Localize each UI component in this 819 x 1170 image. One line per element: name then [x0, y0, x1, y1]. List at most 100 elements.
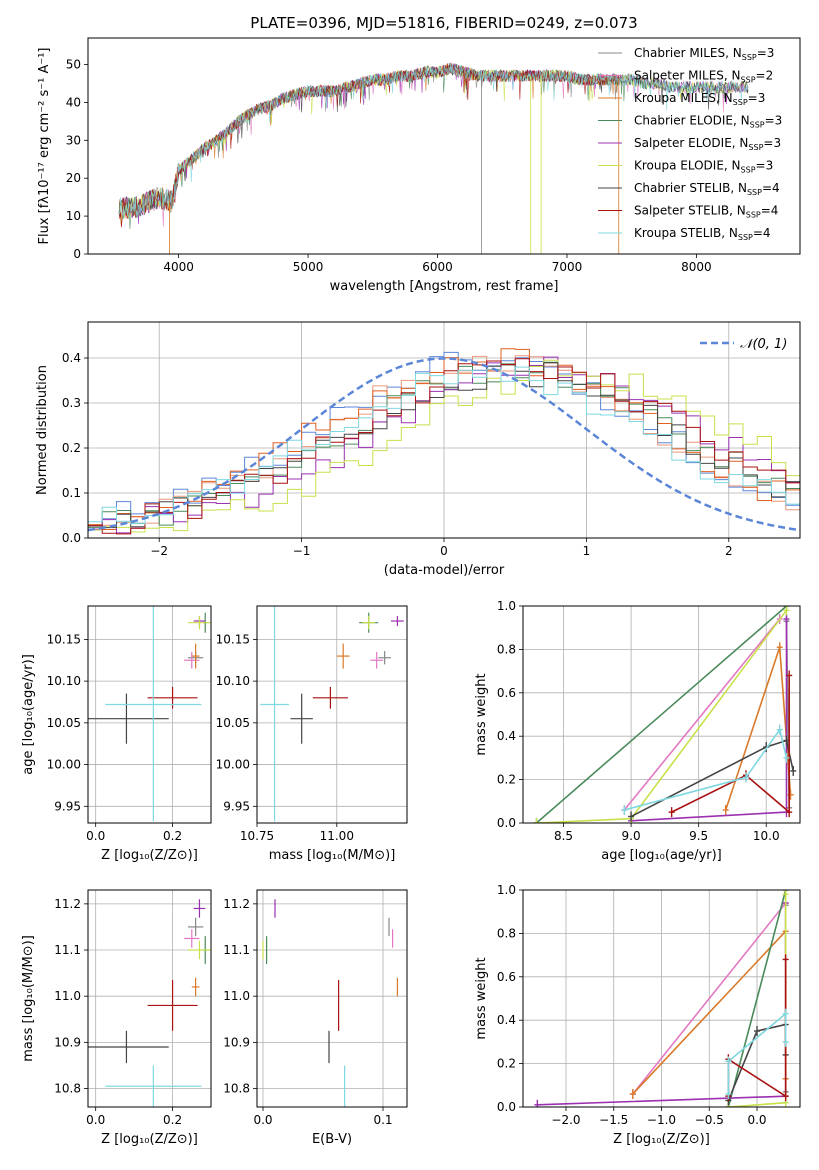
x-axis-label: Z [log₁₀(Z/Z⊙)]	[613, 1132, 710, 1147]
x-tick-label: 9.0	[622, 829, 641, 843]
x-tick-label: 0	[440, 544, 448, 558]
x-tick-label: 4000	[163, 260, 194, 274]
legend-label: Salpeter ELODIE, NSSP=3	[634, 136, 781, 152]
y-tick-label: 30	[66, 133, 81, 147]
x-tick-label: 0.0	[86, 1113, 105, 1127]
y-tick-label: 0.2	[62, 441, 81, 455]
weight-line	[624, 727, 788, 811]
x-tick-label: −2	[150, 544, 168, 558]
y-tick-label: 50	[66, 58, 81, 72]
y-tick-label: 9.95	[223, 799, 250, 813]
x-tick-label: −1	[293, 544, 311, 558]
y-tick-label: 0.6	[497, 686, 516, 700]
x-tick-label: 11.00	[320, 829, 354, 843]
histogram-series	[88, 348, 800, 530]
y-tick-label: 10.15	[47, 632, 81, 646]
weight-line	[727, 1011, 787, 1094]
y-tick-label: 0.4	[497, 729, 516, 743]
y-tick-label: 11.0	[54, 989, 81, 1003]
figure-title: PLATE=0396, MJD=51816, FIBERID=0249, z=0…	[250, 14, 637, 32]
y-tick-label: 9.95	[54, 799, 81, 813]
y-axis-label: Flux [fλ10⁻¹⁷ erg cm⁻² s⁻¹ A⁻¹]	[37, 48, 52, 245]
plot-frame	[87, 605, 212, 824]
histogram-series	[88, 362, 800, 529]
y-tick-label: 0.0	[497, 816, 516, 830]
y-axis-label: Normed distribution	[35, 365, 50, 495]
y-axis-label: age [log₁₀(age/yr)]	[21, 654, 36, 775]
weight-line	[623, 618, 781, 811]
legend-label: Kroupa STELIB, NSSP=4	[634, 226, 771, 242]
y-axis-label: mass weight	[474, 673, 489, 755]
x-tick-label: 0.0	[253, 1113, 272, 1127]
spectrum-lines	[118, 62, 749, 254]
spectrum-line	[118, 63, 619, 228]
gaussian-curve	[88, 357, 800, 532]
x-tick-label: −0.5	[695, 1113, 724, 1127]
legend-label: Kroupa ELODIE, NSSP=3	[634, 159, 773, 175]
histogram-series	[88, 366, 800, 525]
x-tick-label: 1	[583, 544, 591, 558]
x-axis-label: wavelength [Angstrom, rest frame]	[330, 279, 559, 294]
y-tick-label: 1.0	[497, 599, 516, 613]
y-tick-label: 10.05	[216, 716, 250, 730]
x-tick-label: 9.5	[689, 829, 708, 843]
y-tick-label: 11.2	[54, 897, 81, 911]
legend-label: Salpeter STELIB, NSSP=4	[634, 204, 778, 220]
x-tick-label: −1.0	[647, 1113, 676, 1127]
errorbars	[262, 899, 398, 1107]
y-tick-label: 11.1	[223, 943, 250, 957]
x-tick-label: 8000	[681, 260, 712, 274]
y-tick-label: 0.2	[497, 773, 516, 787]
x-axis-label: Z [log₁₀(Z/Z⊙)]	[101, 848, 198, 863]
y-tick-label: 10.15	[216, 632, 250, 646]
mass-vs-extinction-panel: 0.0 0.1 10.8 10.9 11.0 11.1 11.2 E(B-V)	[223, 889, 408, 1147]
x-tick-label: −1.5	[599, 1113, 628, 1127]
x-tick-label: 5000	[293, 260, 324, 274]
x-tick-label: 8.5	[554, 829, 573, 843]
x-axis-label: Z [log₁₀(Z/Z⊙)]	[101, 1132, 198, 1147]
y-tick-label: 0.2	[497, 1057, 516, 1071]
y-tick-label: 20	[66, 171, 81, 185]
legend-label: Salpeter MILES, NSSP=2	[634, 69, 773, 85]
weight-line	[632, 902, 787, 1095]
errorbars	[88, 899, 211, 1107]
y-tick-label: 10.8	[54, 1082, 81, 1096]
y-tick-label: 40	[66, 95, 81, 109]
x-axis-label: age [log₁₀(age/yr)]	[601, 848, 722, 863]
y-tick-label: 0.0	[497, 1100, 516, 1114]
y-tick-label: 0.4	[62, 351, 81, 365]
age-vs-metallicity-panel: 0.0 0.2 9.95 10.00 10.05 10.10 10.15 Z [log₁₀(Z…	[21, 605, 212, 863]
plot-frame	[522, 605, 801, 824]
y-tick-label: 11.1	[54, 943, 81, 957]
x-axis-label: mass [log₁₀(M/M⊙)]	[269, 848, 396, 863]
weight-lines	[534, 890, 789, 1107]
x-tick-label: 0.2	[163, 1113, 182, 1127]
y-tick-label: 10.05	[47, 716, 81, 730]
y-tick-label: 0.6	[497, 970, 516, 984]
plot-frame	[256, 605, 408, 824]
weight-lines	[533, 606, 797, 823]
y-tick-label: 10.00	[47, 758, 81, 772]
weight-line	[727, 890, 787, 1107]
y-tick-label: 0	[73, 247, 81, 261]
y-tick-label: 0.8	[497, 642, 516, 656]
legend-label: Chabrier STELIB, NSSP=4	[634, 181, 780, 197]
y-tick-label: 10.10	[216, 674, 250, 688]
y-axis-label: mass weight	[474, 957, 489, 1039]
y-tick-label: 0.1	[62, 486, 81, 500]
x-tick-label: 10.75	[240, 829, 274, 843]
y-tick-label: 11.0	[223, 989, 250, 1003]
y-tick-label: 10.10	[47, 674, 81, 688]
histogram-series	[88, 351, 800, 526]
x-axis-label: E(B-V)	[312, 1132, 352, 1147]
x-axis-label: (data-model)/error	[384, 563, 505, 578]
plot-frame	[87, 889, 212, 1108]
histogram-series	[88, 358, 800, 535]
y-tick-label: 10.9	[223, 1035, 250, 1049]
y-tick-label: 0.3	[62, 396, 81, 410]
y-tick-label: 0.0	[62, 531, 81, 545]
weight-line	[535, 606, 788, 823]
x-tick-label: 6000	[422, 260, 453, 274]
errorbars	[88, 606, 211, 822]
